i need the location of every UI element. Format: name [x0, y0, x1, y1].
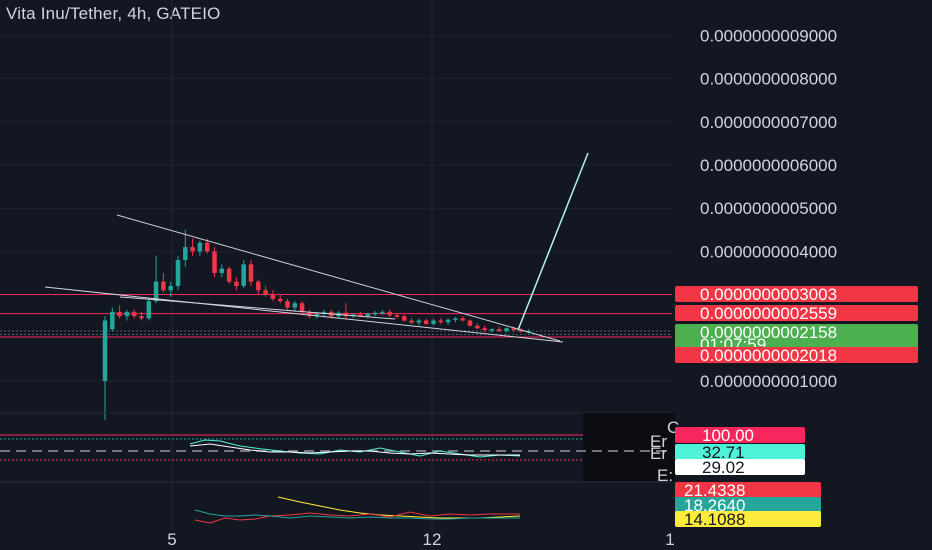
price-tag-label: 0.0000000003003 [700, 285, 837, 304]
price-tag-label: 0.0000000002018 [700, 346, 837, 365]
candle-body [124, 311, 130, 317]
candle-body [131, 311, 137, 317]
oscillator-tag-label: 100.00 [702, 426, 754, 445]
oscillator-clipped-label: Er [650, 432, 667, 451]
dmi-plus-line [194, 509, 520, 520]
candle-body [117, 311, 122, 317]
candle-body [387, 311, 392, 316]
candle-body [431, 320, 436, 324]
candle-body [358, 314, 363, 317]
candle-body [467, 320, 473, 326]
candle-body [365, 313, 371, 317]
price-tick-label: 0.0000000007000 [700, 113, 837, 132]
candle-body [102, 320, 108, 381]
oscillator-tag [675, 444, 805, 460]
candle-body [314, 314, 319, 317]
candle-body [482, 328, 487, 331]
oscillator-tag-label: 32.71 [702, 443, 745, 462]
candle-body [343, 312, 349, 317]
price-tag [675, 286, 918, 302]
time-tick-label: 12 [423, 530, 442, 549]
candle-body [219, 268, 225, 273]
candle-body [518, 330, 524, 332]
price-tag [675, 347, 918, 363]
candle-body [212, 251, 217, 273]
oscillator-line-d [189, 443, 520, 456]
price-tick-label: 0.0000000001000 [700, 372, 837, 391]
candle-body [460, 318, 465, 321]
candle-body [409, 320, 414, 323]
candle-body [168, 285, 173, 291]
candle-body [263, 290, 268, 295]
candle-body [394, 315, 400, 317]
trendline-upper [116, 214, 561, 342]
oscillator-clipped-label: Er [650, 444, 667, 463]
price-tick-label: 0.0000000008000 [700, 70, 837, 89]
price-tag-label: 0.0000000002158 [700, 323, 837, 342]
dmi-tag-label: 18.2640 [684, 496, 745, 515]
candle-body [139, 316, 144, 319]
time-tick-label: 1 [665, 530, 674, 549]
candle-body [241, 264, 246, 286]
dmi-tag [675, 497, 821, 513]
price-tick-label: 0.0000000004000 [700, 242, 837, 261]
candle-body [183, 247, 188, 261]
trendline-inner [119, 296, 396, 320]
candle-body [248, 264, 254, 282]
dmi-tag-label: 21.4338 [684, 481, 745, 500]
candle-body [416, 320, 422, 323]
time-tick-label: 5 [167, 530, 176, 549]
trendline-lower [44, 286, 564, 343]
candle-body [190, 247, 195, 252]
candle-body [146, 301, 152, 319]
candle-body [438, 320, 444, 323]
oscillator-shade [583, 413, 675, 481]
price-tick-label: 0.0000000005000 [700, 199, 837, 218]
candle-body [277, 298, 283, 302]
breakout-projection-line [517, 152, 589, 331]
chart-title: Vita Inu/Tether, 4h, GATEIO [6, 4, 221, 23]
price-tag [675, 324, 918, 350]
candle-body [256, 281, 261, 291]
candle-body [110, 311, 115, 330]
dmi-tag [675, 482, 821, 498]
dmi-minus-line [194, 511, 520, 524]
candle-body [445, 319, 451, 323]
candle-body [423, 320, 429, 324]
oscillator-clipped-label: E: [657, 466, 673, 485]
candle-body [511, 328, 517, 331]
candle-body [234, 281, 239, 286]
candle-body [496, 329, 502, 331]
price-tag [675, 305, 918, 321]
candle-body [299, 303, 305, 312]
candle-body [285, 301, 290, 308]
candle-body [489, 329, 495, 331]
candle-body [175, 260, 181, 286]
candle-body [504, 328, 509, 331]
candle-body [226, 268, 232, 282]
candle-body [204, 242, 210, 252]
price-tag-label: 0.0000000002559 [700, 304, 837, 323]
candle-body [475, 325, 480, 329]
candle-body [402, 316, 407, 321]
oscillator-tag-label: 29.02 [702, 458, 745, 477]
dmi-tag-label: 14.1088 [684, 510, 745, 529]
price-tick-label: 0.0000000006000 [700, 156, 837, 175]
oscillator-tag [675, 427, 805, 443]
price-tick-label: 0.0000000009000 [700, 26, 837, 45]
candle-body [197, 242, 203, 252]
candle-body [292, 303, 298, 308]
candle-body [372, 312, 378, 315]
candle-body [307, 311, 312, 317]
candle-body [161, 281, 166, 291]
oscillator-tag [675, 459, 805, 475]
candle-body [380, 311, 385, 314]
dmi-tag [675, 511, 821, 527]
candle-body [270, 294, 276, 299]
candle-body [453, 318, 458, 320]
candle-body [153, 281, 159, 302]
